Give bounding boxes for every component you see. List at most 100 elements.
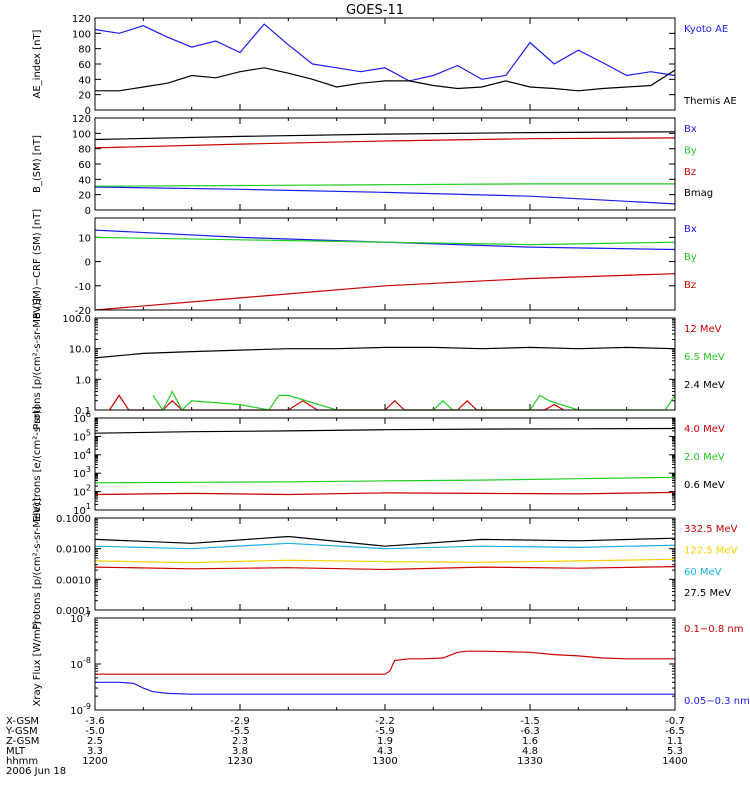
y-tick-label: 10 [78, 233, 91, 244]
legend-entry: 6.5 MeV [684, 352, 725, 363]
panel-3: -20 -10 0 10 B (SM)−CRF (SM) [nT] Bx By Bz [32, 209, 697, 319]
panel-frame [94, 17, 676, 111]
y-tick-label: 40 [78, 175, 91, 186]
row-label: X-GSM [6, 716, 39, 727]
legend-entry: Kyoto AE [684, 24, 728, 35]
y-tick-label: 102 [73, 484, 91, 499]
panel-6: 0.0001 0.0010 0.0100 0.1000 Protons [p/(cm²-… [32, 498, 738, 630]
panel-4: 0.1 1.0 10.0 100.0 Protons [p/(cm²-s-sr-MeV)… [32, 298, 725, 430]
legend-entry: 2.4 MeV [684, 380, 725, 391]
series-line-0-1-0-8-nm [95, 650, 675, 675]
y-tick-label: 104 [73, 447, 91, 462]
y-tick-label: 80 [78, 45, 91, 56]
series-line-2-0-mev [94, 476, 676, 484]
y-tick-label: 20 [78, 91, 91, 102]
panel-1: 0 20 40 60 80 100 120 AE_index [nT] Kyoto AE Them… [32, 14, 737, 117]
legend-entry: By [684, 252, 697, 263]
series-line-332-5-mev [94, 566, 676, 571]
y-tick-label: 10.0 [69, 345, 91, 356]
row-value: 1.6 [522, 736, 538, 747]
legend-entry: By [684, 145, 697, 156]
y-tick-label: 100 [72, 29, 91, 40]
y-tick-label: 0 [85, 206, 91, 217]
y-tick-label: 10-9 [70, 702, 91, 717]
y-axis-label: Electrons [e/(cm²-s-sr)] [32, 406, 43, 522]
legend-entry: 0.05−0.3 nm [684, 696, 750, 707]
series-line-0-6-mev [94, 427, 676, 434]
panel-frame [94, 617, 676, 711]
row-value: 1200 [82, 756, 107, 767]
legend-entry: 4.0 MeV [684, 424, 725, 435]
panel-7: 10-9 10-8 10-7 Xray Flux [W/m²] 0.1−0.8 nm 0.… [32, 610, 750, 717]
date-label: 2006 Jun 18 [6, 766, 66, 777]
panel-frame [94, 117, 676, 211]
legend-entry: Bz [684, 280, 696, 291]
y-tick-label: 0 [85, 258, 91, 269]
y-tick-label: 20 [78, 191, 91, 202]
series-line-6-5-mev [152, 390, 676, 412]
y-tick-label: 105 [73, 428, 91, 443]
series-line-by [94, 236, 676, 246]
row-value: 3.3 [87, 746, 103, 757]
y-tick-label: 103 [73, 465, 91, 480]
panel-frame [94, 317, 676, 411]
y-tick-label: 100.0 [62, 314, 91, 325]
y-tick-label: 10-7 [70, 610, 91, 625]
row-label: Y-GSM [5, 726, 38, 737]
panel-frame [94, 517, 676, 611]
row-value: 1330 [517, 756, 542, 767]
y-tick-label: 120 [72, 14, 91, 25]
row-label: hhmm [6, 756, 38, 767]
row-value: -2.2 [375, 716, 395, 727]
y-tick-label: 106 [73, 410, 91, 425]
legend-entry: Bmag [684, 188, 713, 199]
series-line-0-05-0-3-nm [95, 681, 675, 695]
row-value: 5.3 [667, 746, 683, 757]
row-label: MLT [6, 746, 26, 757]
y-axis-label: Protons [p/(cm²-s-sr-MeV)] [32, 298, 43, 430]
series-line-122-5-mev [94, 558, 676, 564]
legend-entry: 60 MeV [684, 567, 722, 578]
legend-entry: Bx [684, 124, 697, 135]
y-tick-label: -20 [75, 306, 91, 317]
legend-entry: Bx [684, 224, 697, 235]
orbit-table: X-GSM -3.6 -2.9 -2.2 -1.5 -0.7 Y-GSM -5.0 -5.5 -5… [5, 716, 688, 777]
y-axis-label: Protons [p/(cm²-s-sr-MeV)] [32, 498, 43, 630]
series-line-by [94, 183, 675, 187]
legend-entry: Bz [684, 167, 696, 178]
row-value: 3.8 [232, 746, 248, 757]
series-line-themis-ae [95, 67, 676, 92]
y-axis-label: Xray Flux [W/m²] [32, 621, 43, 706]
row-value: 1230 [227, 756, 252, 767]
row-value: 1300 [372, 756, 397, 767]
y-axis-label: B (SM)−CRF (SM) [nT] [32, 209, 43, 319]
y-tick-label: 0 [85, 106, 91, 117]
y-tick-label: 0.1 [75, 406, 91, 417]
y-tick-label: 0.0100 [56, 545, 91, 556]
y-axis-label: AE_index [nT] [32, 29, 43, 98]
y-tick-label: 80 [78, 145, 91, 156]
legend-entry: 0.1−0.8 nm [684, 624, 743, 635]
series-line-27-5-mev [94, 535, 676, 547]
legend-entry: 12 MeV [684, 324, 722, 335]
y-tick-label: 0.0001 [56, 606, 91, 617]
y-tick-label: 101 [73, 502, 91, 517]
figure-title: GOES-11 [346, 3, 404, 18]
legend-entry: 122.5 MeV [684, 545, 738, 556]
row-value: -5.0 [85, 726, 105, 737]
row-value: -3.6 [85, 716, 105, 727]
legend-entry: 2.0 MeV [684, 452, 725, 463]
row-label: Z-GSM [6, 736, 39, 747]
legend-entry: Themis AE [683, 96, 737, 107]
y-tick-label: 60 [78, 60, 91, 71]
panel-5: 101 102 103 104 105 106 Electrons [e/(cm²-s-sr… [32, 406, 725, 522]
row-value: -6.3 [520, 726, 540, 737]
row-value: 4.3 [377, 746, 393, 757]
y-tick-label: 40 [78, 75, 91, 86]
row-value: 4.8 [522, 746, 538, 757]
y-axis-label: B_(SM) [nT] [32, 135, 43, 193]
series-line-bx [94, 186, 676, 205]
row-value: -5.5 [230, 726, 250, 737]
series-line-bx [94, 229, 676, 251]
